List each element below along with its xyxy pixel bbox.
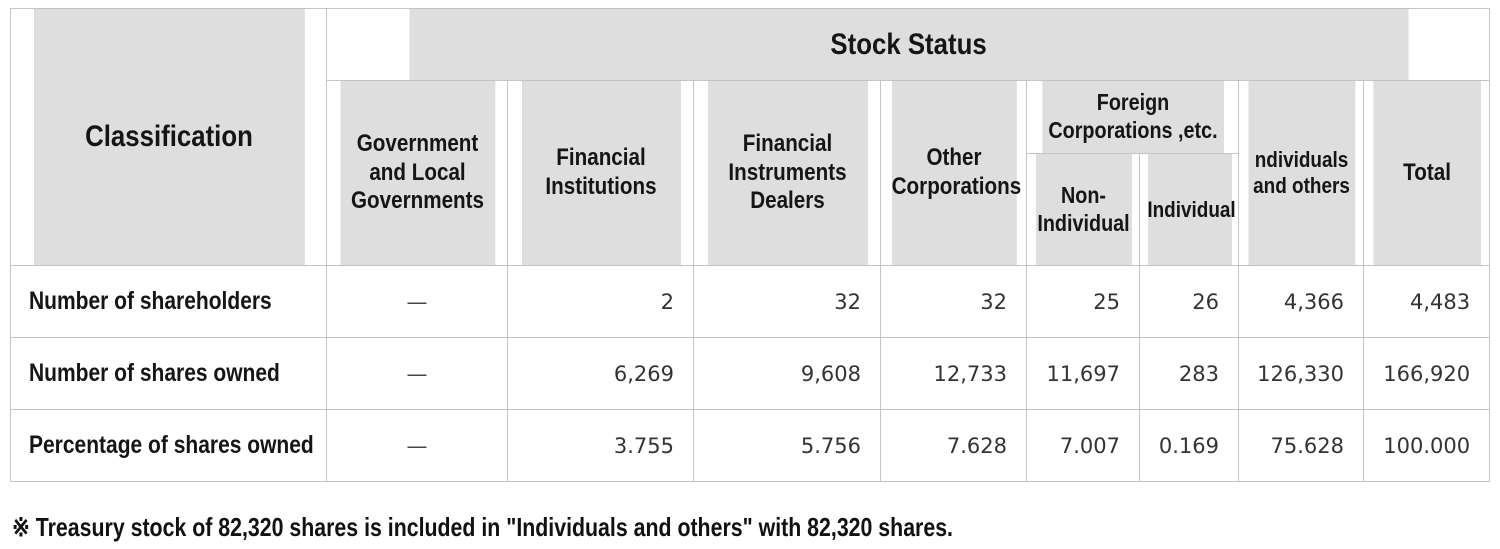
table-cell-other-corporations: 12,733: [880, 337, 1027, 410]
table-cell-individuals-and-others: 126,330: [1238, 337, 1364, 410]
table-cell-government: —: [326, 337, 508, 410]
header-government-and-local-governments: Government and Local Governments: [338, 80, 496, 266]
table-row-percentage-of-shares-owned: Percentage of shares owned — 3.755 5.756…: [10, 409, 1491, 482]
table-cell-foreign-non-individual: 7.007: [1026, 409, 1140, 482]
table-cell-financial-institutions: 2: [507, 265, 694, 338]
table-cell-financial-instruments-dealers: 9,608: [693, 337, 881, 410]
table-row-number-of-shares-owned: Number of shares owned — 6,269 9,608 12,…: [10, 337, 1491, 410]
table-cell-foreign-non-individual: 11,697: [1026, 337, 1140, 410]
table-cell-foreign-individual: 26: [1139, 265, 1239, 338]
table-cell-financial-institutions: 3.755: [507, 409, 694, 482]
header-row-foreign-subcategories: Non- Individual Individual: [11, 153, 1490, 266]
table-row-number-of-shareholders: Number of shareholders — 2 32 32 25 26 4…: [10, 265, 1491, 338]
header-total: Total: [1371, 80, 1482, 266]
table-cell-other-corporations: 32: [880, 265, 1027, 338]
table-cell-foreign-non-individual: 25: [1026, 265, 1140, 338]
header-classification: Classification: [32, 8, 305, 266]
header-foreign-corporations: Foreign Corporations ,etc.: [1040, 80, 1225, 154]
treasury-stock-footnote: ※ Treasury stock of 82,320 shares is inc…: [12, 512, 953, 542]
shareholder-distribution-table: Classification Stock Status Government a…: [10, 8, 1491, 482]
header-individual: Individual: [1146, 153, 1235, 266]
table-cell-government: —: [326, 409, 508, 482]
header-stock-status: Stock Status: [407, 8, 1409, 81]
header-financial-instruments-dealers: Financial Instruments Dealers: [706, 80, 868, 266]
table-cell-total: 166,920: [1362, 337, 1491, 410]
table-cell-government: —: [326, 265, 508, 338]
header-individuals-and-others: ndividuals and others: [1246, 80, 1356, 266]
table-cell-other-corporations: 7.628: [880, 409, 1027, 482]
header-row-stock-status: Classification Stock Status: [11, 8, 1490, 266]
header-row-categories: Government and Local Governments Financi…: [11, 80, 1490, 266]
header-financial-institutions: Financial Institutions: [520, 80, 681, 266]
row-label: Number of shareholders: [10, 265, 327, 338]
row-label: Number of shares owned: [10, 337, 327, 410]
table-cell-individuals-and-others: 75.628: [1238, 409, 1364, 482]
header-non-individual: Non- Individual: [1033, 153, 1133, 266]
table-cell-total: 100.000: [1362, 409, 1491, 482]
table-cell-individuals-and-others: 4,366: [1238, 265, 1364, 338]
table-cell-foreign-individual: 283: [1139, 337, 1239, 410]
header-other-corporations: Other Corporations: [890, 80, 1021, 266]
table-cell-financial-instruments-dealers: 5.756: [693, 409, 881, 482]
row-label: Percentage of shares owned: [10, 409, 327, 482]
table-cell-financial-institutions: 6,269: [507, 337, 694, 410]
table-cell-foreign-individual: 0.169: [1139, 409, 1239, 482]
table-cell-financial-instruments-dealers: 32: [693, 265, 881, 338]
table-cell-total: 4,483: [1362, 265, 1491, 338]
